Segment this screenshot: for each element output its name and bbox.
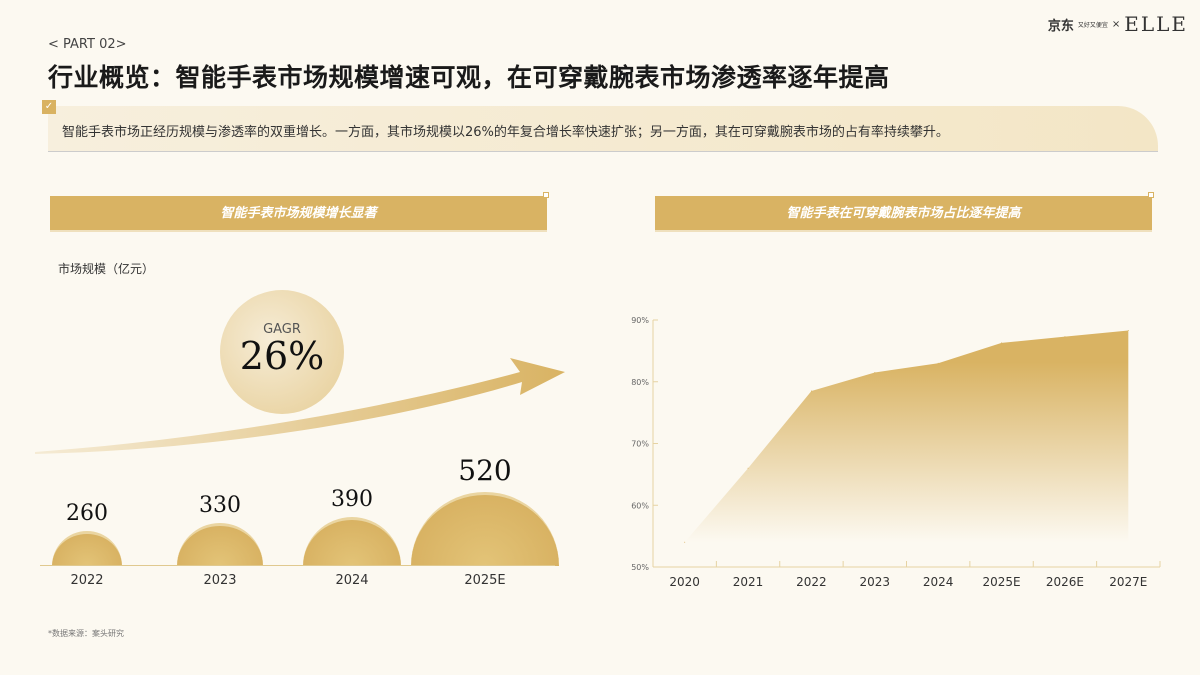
logo-x: × [1111, 18, 1121, 30]
data-point [684, 541, 686, 543]
x-tick-label: 2022 [796, 575, 827, 589]
year-label: 2024 [335, 573, 369, 588]
cagr-badge: GAGR 26% [220, 290, 344, 414]
market-size-chart: 260 330 390 520 [0, 0, 600, 566]
value-label: 260 [66, 501, 108, 526]
cagr-label: GAGR [263, 322, 301, 337]
left-banner: 智能手表市场规模增长显著 [50, 196, 547, 232]
x-tick-label: 2021 [733, 575, 764, 589]
value-label: 390 [331, 486, 373, 512]
y-tick-label: 50% [631, 563, 649, 572]
x-tick-label: 2024 [923, 575, 954, 589]
size-dome [177, 523, 263, 566]
year-label: 2022 [70, 573, 104, 588]
elle-logo: ELLE [1124, 12, 1188, 36]
x-tick-label: 2023 [860, 575, 891, 589]
data-point [1064, 336, 1066, 338]
source-note: *数据来源：案头研究 [48, 629, 124, 638]
data-point [747, 467, 749, 469]
y-tick-label: 70% [631, 440, 649, 449]
right-banner: 智能手表在可穿戴腕表市场占比逐年提高 [655, 196, 1152, 232]
summary-text: 智能手表市场正经历规模与渗透率的双重增长。一方面，其市场规模以26%的年复合增长… [62, 125, 949, 140]
part-label: < PART 02> [48, 37, 127, 52]
data-point [937, 362, 939, 364]
penetration-chart: 50% 60% 70% 80% 90% 2020 2021 2022 2023 2024 2025E… [631, 316, 1161, 589]
cagr-value: 26% [239, 334, 325, 378]
value-label: 520 [458, 454, 512, 488]
year-label: 2023 [203, 573, 237, 588]
y-tick-label: 80% [631, 378, 649, 387]
logo: 京东 又好又便宜 × ELLE [1048, 12, 1188, 36]
summary-box: 智能手表市场正经历规模与渗透率的双重增长。一方面，其市场规模以26%的年复合增长… [48, 106, 1158, 152]
unit-label: 市场规模（亿元） [58, 262, 155, 276]
x-tick-label: 2025E [983, 575, 1021, 589]
baseline [40, 565, 555, 566]
area-series [684, 330, 1129, 543]
y-tick-label: 90% [631, 316, 649, 325]
size-dome [411, 492, 559, 566]
page-title: 行业概览：智能手表市场规模增速可观，在可穿戴腕表市场渗透率逐年提高 [48, 63, 890, 92]
size-dome [302, 516, 402, 566]
check-icon: ✓ [42, 100, 56, 114]
corner-mark [1148, 192, 1154, 198]
x-tick-label: 2020 [669, 575, 700, 589]
data-point [810, 390, 812, 392]
data-point [1001, 342, 1003, 344]
value-label: 330 [199, 493, 241, 519]
x-tick-label: 2027E [1109, 575, 1147, 589]
jd-logo: 京东 [1047, 18, 1074, 34]
size-dome [52, 531, 122, 566]
data-point [1127, 329, 1129, 331]
logo-sub: 又好又便宜 [1077, 21, 1108, 29]
data-point [874, 371, 876, 373]
year-label: 2025E [464, 573, 506, 588]
x-tick-label: 2026E [1046, 575, 1084, 589]
corner-mark [543, 192, 549, 198]
y-tick-label: 60% [631, 501, 649, 510]
